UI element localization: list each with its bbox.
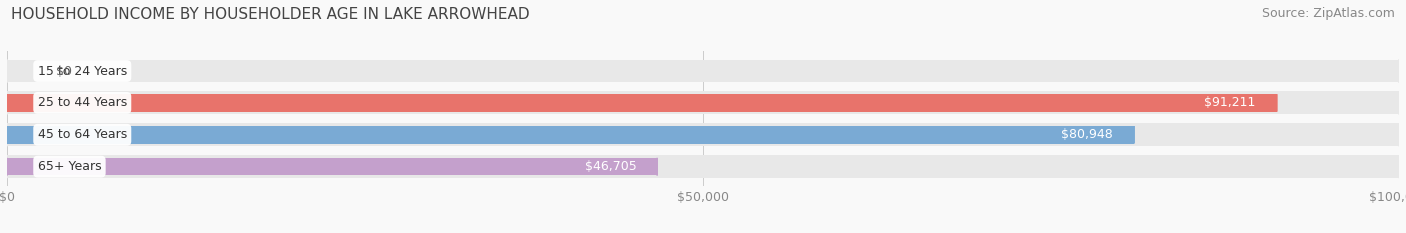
- Text: $46,705: $46,705: [585, 160, 637, 173]
- Text: 45 to 64 Years: 45 to 64 Years: [38, 128, 127, 141]
- Text: $80,948: $80,948: [1062, 128, 1114, 141]
- Text: $0: $0: [56, 65, 72, 78]
- Text: 25 to 44 Years: 25 to 44 Years: [38, 96, 127, 110]
- Bar: [7, 91, 1399, 114]
- Text: 15 to 24 Years: 15 to 24 Years: [38, 65, 127, 78]
- Text: HOUSEHOLD INCOME BY HOUSEHOLDER AGE IN LAKE ARROWHEAD: HOUSEHOLD INCOME BY HOUSEHOLDER AGE IN L…: [11, 7, 530, 22]
- Bar: [7, 94, 1277, 112]
- Text: 65+ Years: 65+ Years: [38, 160, 101, 173]
- Text: $91,211: $91,211: [1205, 96, 1256, 110]
- Bar: [7, 126, 1133, 144]
- Bar: [7, 60, 1399, 82]
- Bar: [7, 123, 1399, 146]
- Text: Source: ZipAtlas.com: Source: ZipAtlas.com: [1261, 7, 1395, 20]
- Bar: [7, 155, 1399, 178]
- Bar: [7, 158, 657, 175]
